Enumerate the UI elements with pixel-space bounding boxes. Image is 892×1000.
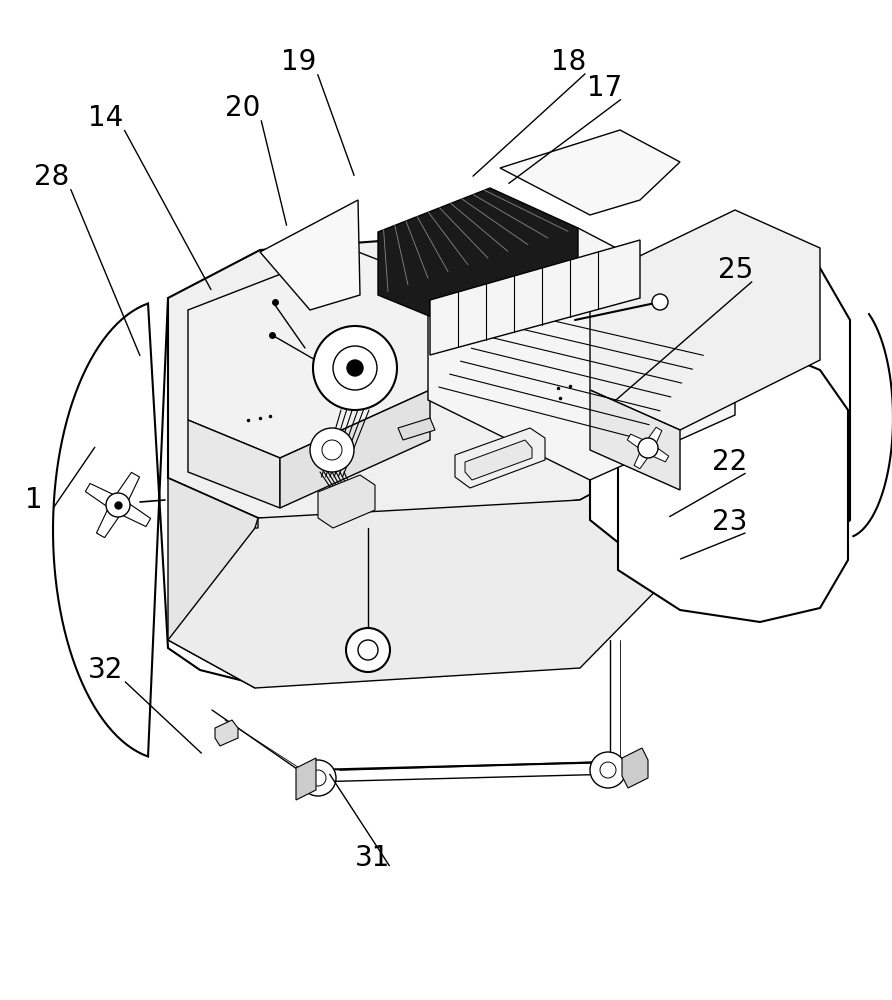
Polygon shape (86, 483, 116, 508)
Polygon shape (168, 238, 640, 520)
Polygon shape (168, 478, 258, 688)
Text: 25: 25 (718, 256, 754, 284)
Text: 31: 31 (355, 844, 391, 872)
Circle shape (638, 438, 658, 458)
Text: 32: 32 (87, 656, 123, 684)
Circle shape (600, 762, 616, 778)
Circle shape (358, 640, 378, 660)
Circle shape (590, 752, 626, 788)
Text: 14: 14 (87, 104, 123, 132)
Circle shape (322, 440, 342, 460)
Circle shape (310, 770, 326, 786)
Polygon shape (296, 758, 316, 800)
Circle shape (347, 360, 363, 376)
Circle shape (313, 326, 397, 410)
Polygon shape (318, 475, 375, 528)
Polygon shape (634, 450, 650, 469)
Text: 23: 23 (712, 508, 747, 536)
Polygon shape (430, 240, 640, 355)
Polygon shape (465, 440, 532, 480)
Polygon shape (640, 290, 735, 510)
Polygon shape (646, 427, 662, 446)
Polygon shape (120, 502, 151, 527)
Text: 19: 19 (281, 48, 317, 76)
Polygon shape (455, 428, 545, 488)
Polygon shape (115, 472, 139, 503)
Polygon shape (500, 130, 680, 215)
Polygon shape (96, 507, 121, 538)
Polygon shape (650, 446, 669, 462)
Text: 18: 18 (551, 48, 587, 76)
Text: 1: 1 (25, 486, 43, 514)
Polygon shape (280, 390, 430, 508)
Polygon shape (378, 188, 578, 332)
Polygon shape (590, 390, 680, 490)
Polygon shape (168, 468, 735, 688)
Text: 22: 22 (712, 448, 747, 476)
Polygon shape (215, 720, 238, 746)
Polygon shape (398, 418, 435, 440)
Polygon shape (428, 228, 735, 480)
Polygon shape (188, 248, 430, 458)
Circle shape (333, 346, 377, 390)
Circle shape (300, 760, 336, 796)
Circle shape (652, 294, 668, 310)
Polygon shape (590, 240, 850, 580)
Polygon shape (53, 298, 340, 757)
Circle shape (346, 628, 390, 672)
Polygon shape (618, 345, 848, 622)
Polygon shape (622, 748, 648, 788)
Text: 17: 17 (587, 74, 623, 102)
Text: 28: 28 (34, 163, 70, 191)
Polygon shape (260, 200, 360, 310)
Circle shape (106, 493, 130, 517)
Circle shape (310, 428, 354, 472)
Text: 20: 20 (225, 94, 260, 122)
Polygon shape (590, 210, 820, 430)
Polygon shape (188, 420, 280, 508)
Polygon shape (627, 434, 646, 450)
